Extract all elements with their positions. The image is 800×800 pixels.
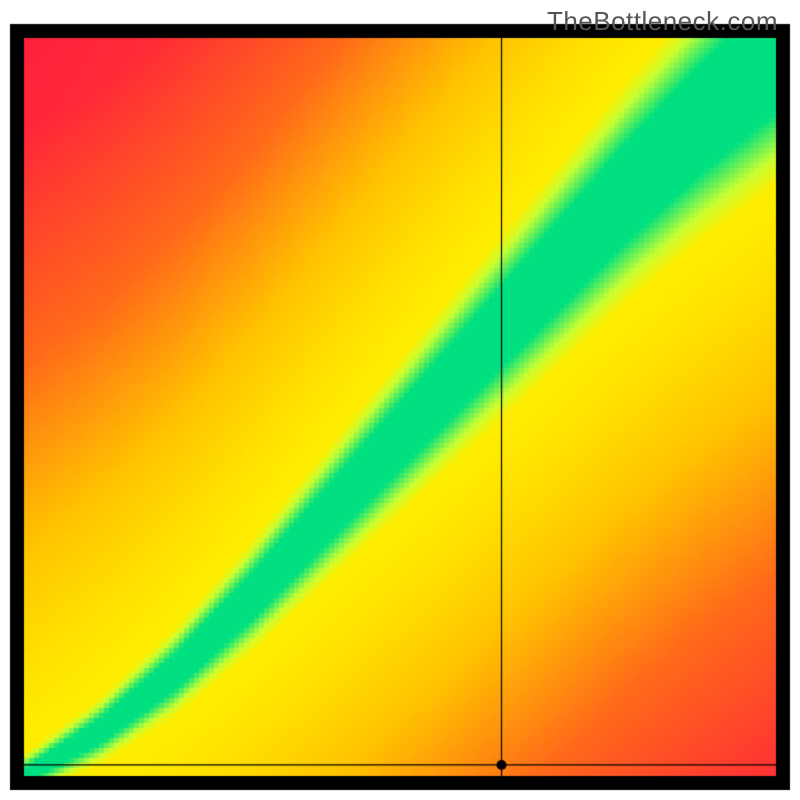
watermark-text: TheBottleneck.com	[547, 6, 778, 37]
bottleneck-heatmap	[0, 0, 800, 800]
